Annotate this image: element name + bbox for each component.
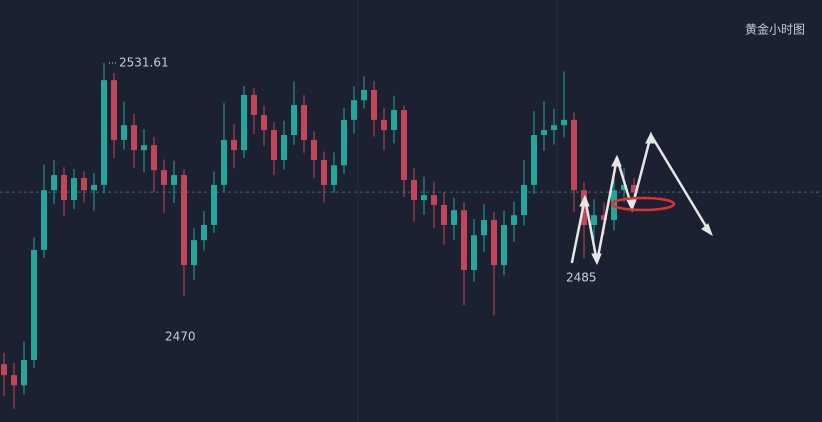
candle-body xyxy=(411,179,417,201)
candle-body xyxy=(281,134,287,160)
candle-body xyxy=(531,134,537,185)
candle-body xyxy=(211,184,217,225)
candle-body xyxy=(321,159,327,185)
candle-body xyxy=(401,110,407,180)
candle-body xyxy=(571,119,577,191)
candle-body xyxy=(391,110,397,131)
chart-title: 黄金小时图 xyxy=(745,22,805,37)
candle-body xyxy=(221,139,227,185)
candle-body xyxy=(1,364,7,376)
candle-body xyxy=(201,224,207,241)
annotation: 2485 xyxy=(566,271,597,285)
candle-body xyxy=(301,105,307,140)
candle-body xyxy=(561,119,567,126)
candle-body xyxy=(61,175,67,201)
candle-body xyxy=(191,240,197,266)
candle-body xyxy=(171,175,177,185)
candle-body xyxy=(21,359,27,386)
candle-body xyxy=(601,215,607,221)
candle-body xyxy=(241,94,247,151)
candle-body xyxy=(541,130,547,135)
candle-body xyxy=(11,375,17,386)
candle-body xyxy=(141,145,147,151)
candle-body xyxy=(121,125,127,140)
candle-body xyxy=(621,184,627,191)
candle-body xyxy=(501,224,507,266)
candle-body xyxy=(371,89,377,120)
candle-body xyxy=(331,165,337,185)
annotation: 2470 xyxy=(165,330,196,344)
candle-body xyxy=(181,175,187,266)
candle-body xyxy=(91,184,97,191)
candle-body xyxy=(351,100,357,120)
candle-body xyxy=(471,235,477,270)
candle-body xyxy=(441,204,447,225)
candle-body xyxy=(421,195,427,201)
candle-body xyxy=(451,210,457,225)
candle-body xyxy=(101,80,107,185)
candle-body xyxy=(31,249,37,360)
candle-body xyxy=(381,119,387,131)
candle-body xyxy=(431,195,437,205)
candle-body xyxy=(151,145,157,171)
drawing-arrows xyxy=(570,131,713,266)
candle-body xyxy=(161,170,167,185)
candle-body xyxy=(251,94,257,115)
candle-body xyxy=(551,125,557,131)
highlight-ellipse xyxy=(610,196,676,212)
candle-body xyxy=(591,215,597,225)
candle-body xyxy=(631,184,637,193)
candle-body xyxy=(51,175,57,191)
candle-body xyxy=(341,119,347,166)
candle-body xyxy=(291,105,297,135)
candle-body xyxy=(71,178,77,201)
candle-body xyxy=(81,178,87,191)
candle-body xyxy=(271,130,277,160)
candle-body xyxy=(461,210,467,270)
candle-body xyxy=(41,190,47,250)
candle-body xyxy=(261,114,267,131)
candle-body xyxy=(481,220,487,236)
candle-body xyxy=(361,89,367,101)
candle-body xyxy=(131,125,137,151)
candle-body xyxy=(311,139,317,160)
annotation: 2531.61 xyxy=(119,56,169,70)
candle-body xyxy=(511,215,517,225)
candle-body xyxy=(491,220,497,266)
candle-body xyxy=(111,80,117,140)
candle-body xyxy=(231,139,237,151)
candle-body xyxy=(521,184,527,216)
